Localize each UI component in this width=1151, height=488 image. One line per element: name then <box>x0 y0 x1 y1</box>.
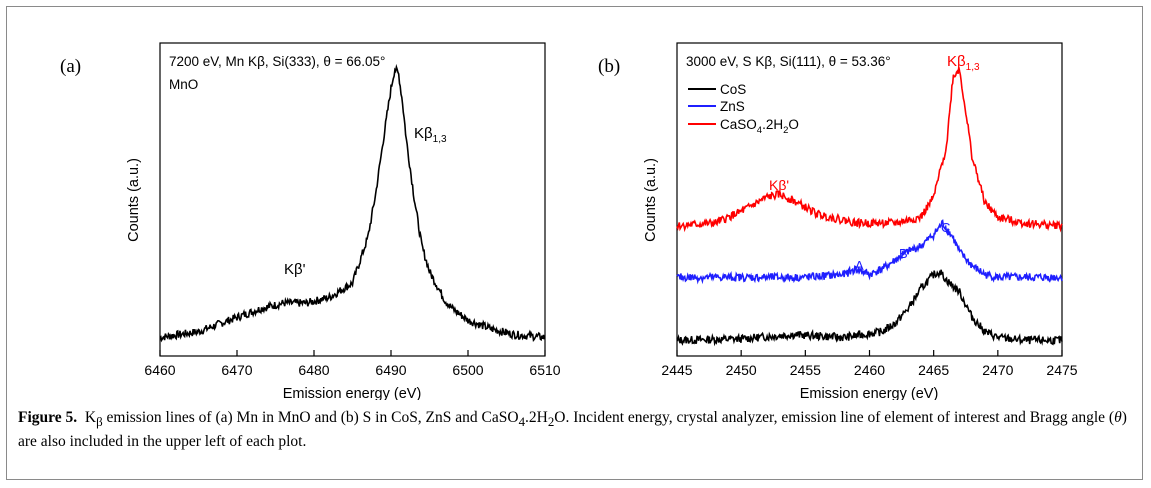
panel-a-peak-label: Kβ1,3 <box>414 125 447 145</box>
panel-b-header-line1: 3000 eV, S Kβ, Si(111), θ = 53.36° <box>686 54 891 69</box>
x-tick-label: 2465 <box>918 362 949 378</box>
x-tick-label: 6510 <box>529 362 560 378</box>
figure-frame <box>6 6 1143 480</box>
x-tick-label: 2450 <box>726 362 757 378</box>
panel-a-mno-series <box>159 63 546 343</box>
caption-sub-2: 4 <box>518 414 526 430</box>
panel-a-header-line2: MnO <box>169 77 198 92</box>
caption-text-2: emission lines of (a) Mn in MnO and (b) … <box>102 409 519 426</box>
panel-b-satellite-label: Kβ' <box>769 177 789 193</box>
panel-b-x-ticks: 2445 2450 2455 2460 2465 2470 2475 <box>661 350 1078 378</box>
x-tick-label: 6460 <box>144 362 175 378</box>
x-tick-label: 6470 <box>221 362 252 378</box>
legend-caso4-label: CaSO4.2H2O <box>720 117 799 136</box>
panel-b-legend: CoS ZnS CaSO4.2H2O <box>688 82 799 136</box>
panel-b-zns-series <box>676 219 1063 285</box>
x-tick-label: 2445 <box>661 362 692 378</box>
panel-b-caso4-series <box>676 66 1063 233</box>
caption-label: Figure 5. <box>18 409 78 426</box>
panel-b-letter: (b) <box>598 56 620 77</box>
caption-sub-1: β <box>96 414 103 430</box>
legend-zns-label: ZnS <box>720 99 745 114</box>
figure-caption: Figure 5. Kβ emission lines of (a) Mn in… <box>18 408 1128 452</box>
caption-text-1: K <box>84 409 97 426</box>
x-tick-label: 6500 <box>452 362 483 378</box>
panel-b-cos-series <box>676 269 1063 347</box>
panel-a-x-axis-label: Emission energy (eV) <box>283 386 422 400</box>
panel-b-peak-label: Kβ1,3 <box>947 53 980 73</box>
panel-b-feature-a: A <box>855 258 864 273</box>
panel-b-x-axis-label: Emission energy (eV) <box>800 386 939 400</box>
x-tick-label: 6490 <box>375 362 406 378</box>
caption-theta: θ <box>1114 409 1122 426</box>
x-tick-label: 2475 <box>1046 362 1077 378</box>
panel-b-feature-c: C <box>941 220 950 235</box>
panel-a-header-line1: 7200 eV, Mn Kβ, Si(333), θ = 66.05° <box>169 54 385 69</box>
panel-b-feature-b: B <box>899 246 908 261</box>
caption-sub-3: 2 <box>547 414 555 430</box>
panel-a-y-axis-label: Counts (a.u.) <box>126 158 142 242</box>
panel-a-x-ticks: 6460 6470 6480 6490 6500 6510 <box>144 350 561 378</box>
x-tick-label: 2460 <box>854 362 885 378</box>
caption-text-4: O. Incident energy, crystal analyzer, em… <box>554 409 1115 426</box>
panel-a-satellite-label: Kβ' <box>284 261 306 278</box>
panel-a-letter: (a) <box>60 56 81 77</box>
panel-b-y-axis-label: Counts (a.u.) <box>643 158 659 242</box>
x-tick-label: 2470 <box>982 362 1013 378</box>
figure-svg: (a) 6460 6470 6480 6490 6500 6510 7200 eV, Mn… <box>60 42 1078 400</box>
x-tick-label: 6480 <box>298 362 329 378</box>
caption-text-5: ) are also included in the upper left of… <box>18 409 1127 451</box>
x-tick-label: 2455 <box>790 362 821 378</box>
legend-cos-label: CoS <box>720 82 746 97</box>
panel-a-plot-frame <box>159 42 546 357</box>
caption-text-3: .2H <box>525 409 548 426</box>
